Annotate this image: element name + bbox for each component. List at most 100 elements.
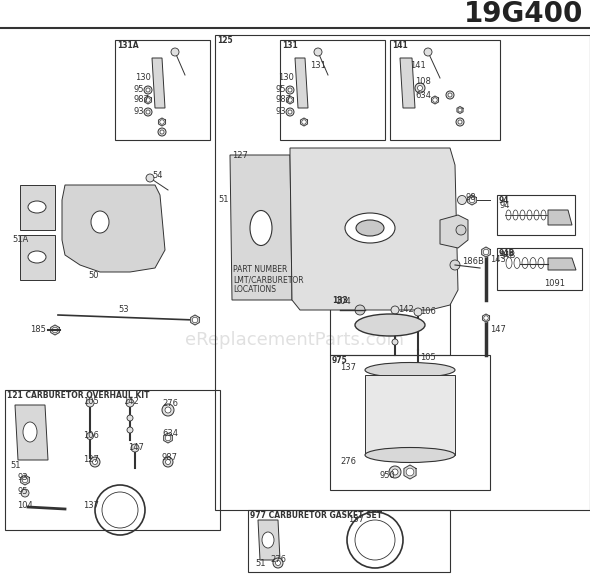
Circle shape <box>165 407 171 413</box>
Polygon shape <box>481 247 490 257</box>
Text: 93: 93 <box>133 107 143 117</box>
Polygon shape <box>145 96 152 104</box>
Circle shape <box>288 110 292 114</box>
Circle shape <box>433 98 437 102</box>
Circle shape <box>127 427 133 433</box>
Circle shape <box>163 457 173 467</box>
Circle shape <box>273 558 283 568</box>
Circle shape <box>146 98 150 102</box>
Text: 975: 975 <box>332 356 348 365</box>
Text: 127: 127 <box>232 151 248 159</box>
Circle shape <box>127 415 133 421</box>
Ellipse shape <box>91 211 109 233</box>
Text: 53: 53 <box>118 305 129 314</box>
Polygon shape <box>152 58 165 108</box>
Polygon shape <box>400 58 415 108</box>
Polygon shape <box>51 325 60 335</box>
Circle shape <box>457 196 467 204</box>
Circle shape <box>131 444 139 452</box>
Text: 137: 137 <box>340 364 356 373</box>
Polygon shape <box>483 314 490 322</box>
Polygon shape <box>20 235 55 280</box>
Circle shape <box>286 86 294 94</box>
Text: 276: 276 <box>162 399 178 407</box>
Bar <box>330 295 450 355</box>
Text: 147: 147 <box>490 325 506 335</box>
Polygon shape <box>287 96 293 104</box>
Text: 185: 185 <box>30 325 46 335</box>
Polygon shape <box>62 185 165 272</box>
Polygon shape <box>163 433 172 443</box>
Text: 51: 51 <box>218 196 228 204</box>
Text: 93: 93 <box>276 107 287 117</box>
Circle shape <box>448 93 452 97</box>
Circle shape <box>53 327 58 333</box>
Circle shape <box>424 48 432 56</box>
Text: 130: 130 <box>278 73 294 83</box>
Circle shape <box>165 435 171 441</box>
Circle shape <box>392 469 398 475</box>
Ellipse shape <box>262 532 274 548</box>
Circle shape <box>146 110 150 114</box>
Circle shape <box>414 308 422 316</box>
Circle shape <box>144 86 152 94</box>
Circle shape <box>126 399 134 407</box>
Polygon shape <box>548 258 576 270</box>
Circle shape <box>93 459 97 464</box>
Text: 143: 143 <box>490 256 506 264</box>
Circle shape <box>171 48 179 56</box>
Circle shape <box>456 118 464 126</box>
Text: 987: 987 <box>133 96 149 104</box>
Circle shape <box>484 316 488 320</box>
Text: 108: 108 <box>415 77 431 87</box>
Text: 977 CARBURETOR GASKET SET: 977 CARBURETOR GASKET SET <box>250 511 382 520</box>
Ellipse shape <box>355 314 425 336</box>
Circle shape <box>389 466 401 478</box>
Polygon shape <box>431 96 438 104</box>
Text: 127: 127 <box>83 455 99 464</box>
Polygon shape <box>230 155 292 300</box>
Text: LMT/CARBURETOR: LMT/CARBURETOR <box>233 275 304 284</box>
Ellipse shape <box>23 422 37 442</box>
Polygon shape <box>300 118 307 126</box>
Circle shape <box>446 91 454 99</box>
Circle shape <box>406 468 414 476</box>
Circle shape <box>192 317 198 323</box>
Text: 137: 137 <box>348 515 364 523</box>
Text: 98: 98 <box>465 193 476 203</box>
Text: 137: 137 <box>83 500 99 509</box>
Circle shape <box>314 48 322 56</box>
Text: 147: 147 <box>128 443 144 451</box>
Circle shape <box>86 399 94 407</box>
Polygon shape <box>457 107 463 114</box>
Polygon shape <box>290 148 458 310</box>
Circle shape <box>288 98 292 102</box>
Text: 133: 133 <box>332 296 348 305</box>
Text: 95: 95 <box>276 85 287 95</box>
Bar <box>215 35 590 510</box>
Ellipse shape <box>345 213 395 243</box>
Ellipse shape <box>365 362 455 377</box>
Text: 987: 987 <box>162 454 178 463</box>
Text: 94: 94 <box>499 196 510 205</box>
Circle shape <box>450 260 460 270</box>
Text: 125: 125 <box>217 36 232 45</box>
Text: 950: 950 <box>380 471 396 481</box>
Text: 51: 51 <box>10 460 21 470</box>
Text: 105: 105 <box>420 354 436 362</box>
Text: 104: 104 <box>17 500 33 509</box>
Ellipse shape <box>356 220 384 236</box>
Text: 106: 106 <box>420 308 436 317</box>
Circle shape <box>21 489 29 497</box>
Text: LOCATIONS: LOCATIONS <box>233 286 276 294</box>
Circle shape <box>166 459 171 464</box>
Text: 19G400: 19G400 <box>464 0 583 28</box>
Polygon shape <box>468 195 476 205</box>
Polygon shape <box>191 315 199 325</box>
Circle shape <box>414 371 422 379</box>
Circle shape <box>415 83 425 93</box>
Ellipse shape <box>28 201 46 213</box>
Ellipse shape <box>365 448 455 463</box>
Bar <box>280 40 385 140</box>
Polygon shape <box>258 520 280 560</box>
